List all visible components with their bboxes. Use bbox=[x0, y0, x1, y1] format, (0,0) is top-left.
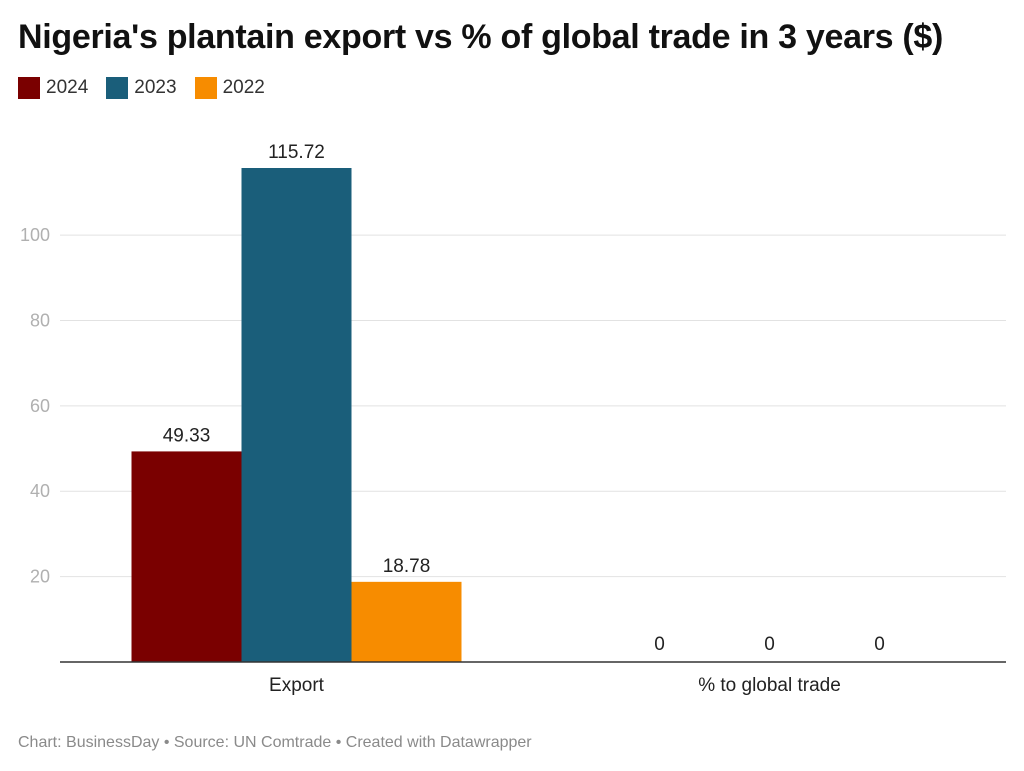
y-tick-label-20: 20 bbox=[30, 567, 50, 587]
data-label-2023-0: 115.72 bbox=[268, 142, 325, 163]
legend-swatch-2022 bbox=[194, 77, 217, 99]
y-tick-label-40: 40 bbox=[30, 481, 50, 501]
x-category-label-0: Export bbox=[269, 675, 325, 696]
y-tick-label-80: 80 bbox=[30, 310, 50, 330]
data-label-2023-1: 0 bbox=[764, 634, 775, 655]
y-tick-label-100: 100 bbox=[20, 225, 50, 245]
legend: 2024 2023 2022 bbox=[18, 77, 265, 99]
chart-title: Nigeria's plantain export vs % of global… bbox=[18, 18, 944, 56]
y-tick-label-60: 60 bbox=[30, 396, 50, 416]
bar-2023-0 bbox=[241, 168, 352, 662]
data-label-2022-1: 0 bbox=[874, 634, 885, 655]
legend-item-2023: 2023 bbox=[106, 77, 177, 99]
legend-swatch-2023 bbox=[106, 77, 129, 99]
legend-label-2022: 2022 bbox=[222, 77, 265, 98]
bar-2024-0 bbox=[131, 451, 242, 662]
chart-footer: Chart: BusinessDay • Source: UN Comtrade… bbox=[18, 734, 532, 751]
legend-item-2022: 2022 bbox=[194, 77, 265, 99]
data-label-2024-1: 0 bbox=[654, 634, 665, 655]
legend-label-2024: 2024 bbox=[46, 77, 89, 98]
legend-item-2024: 2024 bbox=[18, 77, 88, 99]
legend-label-2023: 2023 bbox=[134, 77, 177, 98]
x-category-label-1: % to global trade bbox=[698, 675, 841, 696]
data-label-2024-0: 49.33 bbox=[163, 425, 211, 446]
legend-swatch-2024 bbox=[18, 77, 40, 99]
data-label-2022-0: 18.78 bbox=[383, 556, 431, 577]
bar-2022-0 bbox=[351, 581, 462, 662]
